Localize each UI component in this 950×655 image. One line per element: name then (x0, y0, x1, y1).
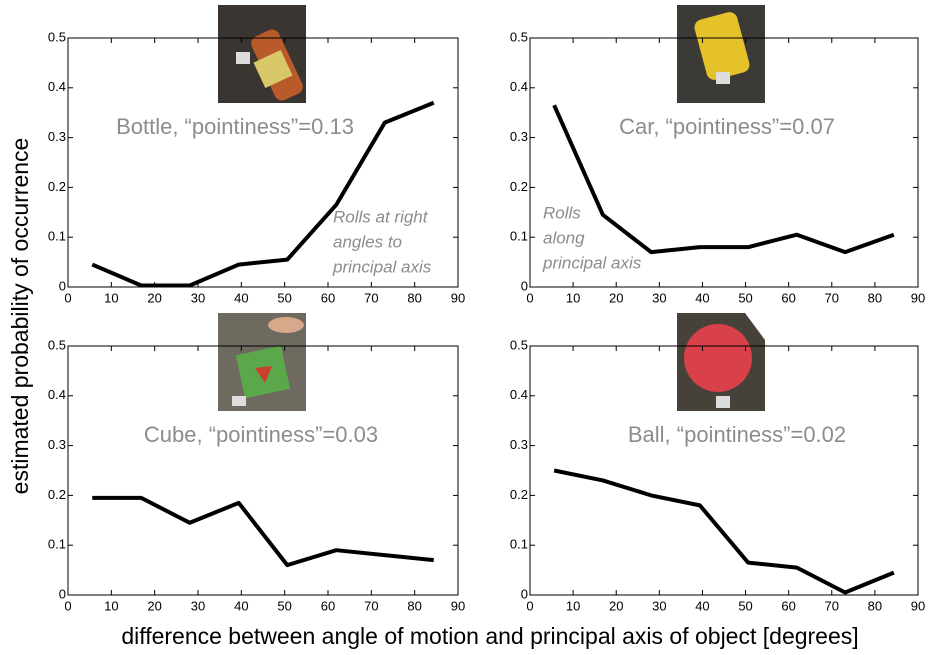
photo-car (677, 5, 765, 103)
x-tick-label: 90 (911, 290, 925, 305)
annotation: principal axis (332, 257, 432, 276)
data-line (92, 498, 433, 565)
y-tick-label: 0.5 (510, 337, 528, 352)
x-tick-label: 70 (364, 598, 378, 613)
x-tick-label: 30 (652, 290, 666, 305)
x-axis-label: difference between angle of motion and p… (121, 623, 858, 649)
y-tick-label: 0.2 (510, 487, 528, 502)
data-line (554, 471, 894, 593)
x-tick-label: 90 (911, 598, 925, 613)
y-tick-label: 0.5 (48, 337, 66, 352)
annotation: Rolls at right (333, 207, 429, 226)
y-tick-label: 0 (59, 586, 66, 601)
x-tick-label: 10 (566, 290, 580, 305)
photo-cube (218, 313, 306, 411)
x-tick-label: 30 (191, 598, 205, 613)
x-tick-label: 10 (104, 290, 118, 305)
panel-title: Cube, “pointiness”=0.03 (144, 422, 378, 447)
x-tick-label: 90 (451, 598, 465, 613)
x-tick-label: 40 (234, 290, 248, 305)
y-axis-label: estimated probability of occurrence (7, 138, 33, 495)
x-tick-label: 60 (781, 598, 795, 613)
photo-bottle (218, 5, 306, 103)
x-tick-label: 40 (695, 290, 709, 305)
x-tick-label: 70 (825, 290, 839, 305)
panel-title: Ball, “pointiness”=0.02 (628, 422, 846, 447)
y-tick-label: 0.5 (510, 29, 528, 44)
x-tick-label: 20 (609, 598, 623, 613)
y-tick-label: 0.5 (48, 29, 66, 44)
x-tick-label: 60 (321, 598, 335, 613)
y-tick-label: 0.3 (510, 129, 528, 144)
x-tick-label: 70 (364, 290, 378, 305)
x-tick-label: 50 (738, 598, 752, 613)
x-tick-label: 20 (609, 290, 623, 305)
y-tick-label: 0.2 (48, 179, 66, 194)
x-tick-label: 20 (147, 598, 161, 613)
y-tick-label: 0 (59, 278, 66, 293)
y-tick-label: 0.1 (48, 229, 66, 244)
annotation: along (543, 228, 585, 247)
x-tick-label: 10 (566, 598, 580, 613)
y-tick-label: 0.4 (510, 387, 528, 402)
x-tick-label: 20 (147, 290, 161, 305)
x-tick-label: 60 (321, 290, 335, 305)
panel-title: Bottle, “pointiness”=0.13 (116, 114, 354, 139)
y-tick-label: 0.3 (48, 129, 66, 144)
x-tick-label: 80 (407, 290, 421, 305)
y-tick-label: 0.4 (48, 387, 66, 402)
x-tick-label: 50 (738, 290, 752, 305)
annotation: Rolls (543, 203, 581, 222)
x-tick-label: 90 (451, 290, 465, 305)
x-tick-label: 10 (104, 598, 118, 613)
y-tick-label: 0.2 (510, 179, 528, 194)
x-tick-label: 30 (652, 598, 666, 613)
annotation: angles to (333, 232, 402, 251)
y-tick-label: 0.4 (48, 79, 66, 94)
y-tick-label: 0.2 (48, 487, 66, 502)
y-tick-label: 0.1 (510, 229, 528, 244)
x-tick-label: 80 (407, 598, 421, 613)
figure: estimated probability of occurrence diff… (0, 0, 950, 655)
annotation: principal axis (542, 253, 642, 272)
y-tick-label: 0 (521, 586, 528, 601)
x-tick-label: 40 (234, 598, 248, 613)
x-tick-label: 60 (781, 290, 795, 305)
y-tick-label: 0.3 (510, 437, 528, 452)
y-tick-label: 0.3 (48, 437, 66, 452)
x-tick-label: 50 (277, 290, 291, 305)
x-tick-label: 40 (695, 598, 709, 613)
x-tick-label: 30 (191, 290, 205, 305)
panel-title: Car, “pointiness”=0.07 (619, 114, 835, 139)
x-tick-label: 80 (868, 598, 882, 613)
x-tick-label: 80 (868, 290, 882, 305)
y-tick-label: 0.1 (510, 537, 528, 552)
y-tick-label: 0.1 (48, 537, 66, 552)
y-tick-label: 0.4 (510, 79, 528, 94)
x-tick-label: 70 (825, 598, 839, 613)
photo-ball (677, 313, 765, 411)
x-tick-label: 50 (277, 598, 291, 613)
y-tick-label: 0 (521, 278, 528, 293)
